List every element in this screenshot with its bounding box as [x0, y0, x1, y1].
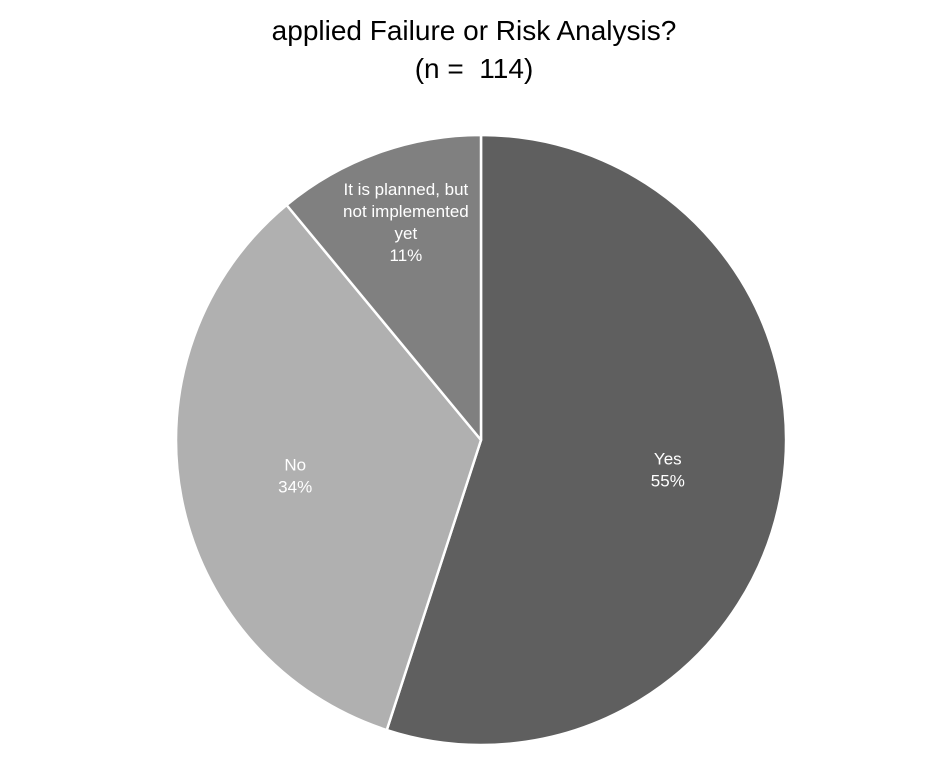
pie-labels: Yes 55% No 34% It is planned, but not impleme… — [278, 180, 685, 496]
slice-value-label: 11% — [390, 246, 423, 265]
slice-category-label: yet — [395, 224, 418, 243]
slice-category-label: No — [284, 455, 306, 474]
slice-category-label: It is planned, but — [344, 180, 469, 199]
slice-category-label: Yes — [654, 450, 682, 469]
slice-category-label: not implemented — [343, 202, 469, 221]
slice-value-label: 34% — [278, 477, 312, 496]
pie-slice-no — [174, 203, 483, 732]
slice-label: It is planned, but not implemented yet 11% — [343, 180, 469, 265]
chart-title-line-1: applied Failure or Risk Analysis? — [271, 15, 677, 46]
chart-title: applied Failure or Risk Analysis? (n = 1… — [0, 12, 948, 88]
pie-slices — [174, 133, 788, 747]
chart-title-line-2: (n = 114) — [414, 53, 534, 84]
pie-slice-yes — [385, 133, 788, 747]
slice-label: Yes 55% — [651, 450, 685, 491]
slice-value-label: 55% — [651, 472, 685, 491]
slice-label: No 34% — [278, 455, 312, 496]
pie-slice-it-is-planned-but — [285, 133, 483, 442]
